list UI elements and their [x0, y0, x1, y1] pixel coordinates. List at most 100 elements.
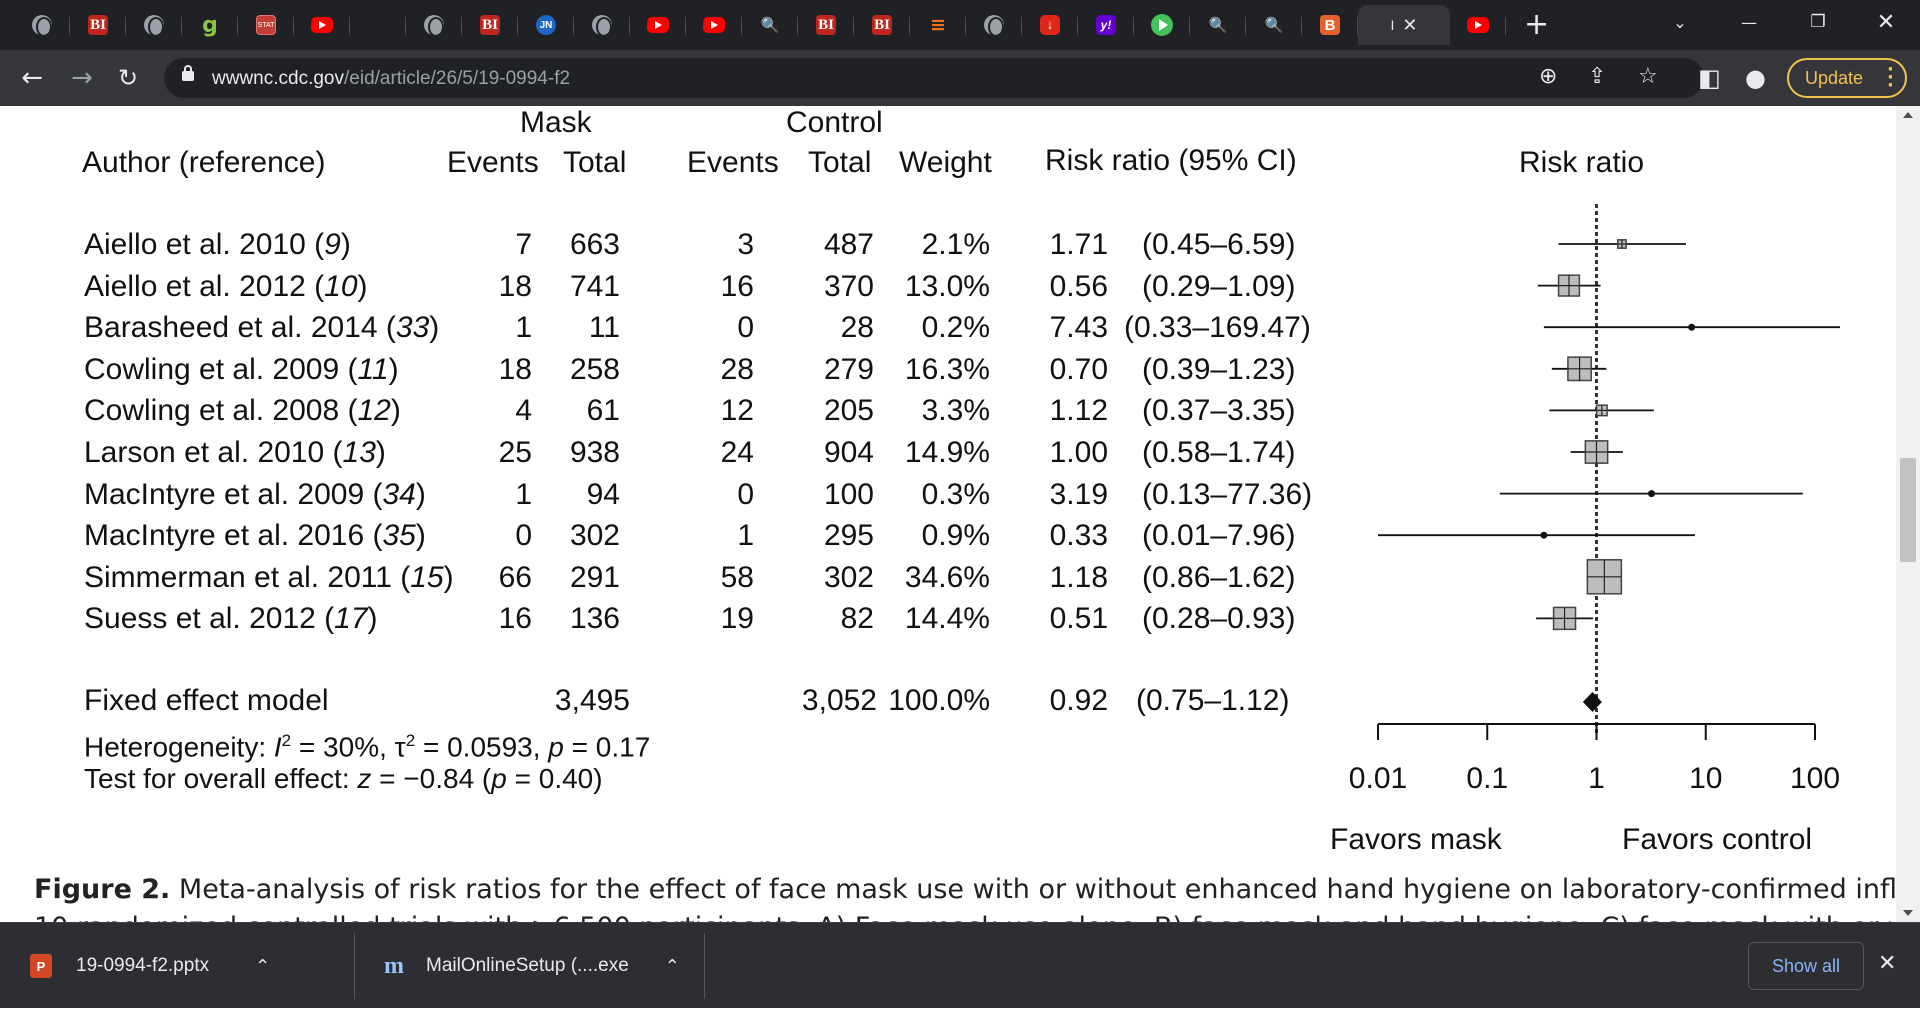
chevron-up-icon[interactable]: ⌃: [255, 955, 271, 977]
browser-tab[interactable]: BI: [798, 5, 854, 45]
download-shelf: P 19-0994-f2.pptx ⌃ m MailOnlineSetup (.…: [0, 922, 1920, 1008]
profile-avatar-icon[interactable]: ●: [1745, 64, 1766, 92]
browser-tab[interactable]: y!: [1078, 5, 1134, 45]
study-c-total: 302: [823, 560, 874, 594]
minimize-icon[interactable]: —: [1741, 12, 1757, 32]
scrollbar-thumb[interactable]: [1900, 458, 1916, 562]
study-m-events: 18: [498, 269, 532, 303]
study-rr: 0.70: [1049, 352, 1108, 386]
new-tab-icon[interactable]: +: [1524, 7, 1550, 42]
update-button[interactable]: Update · · ·: [1787, 58, 1907, 98]
study-rr: 1.71: [1049, 228, 1108, 261]
browser-tab[interactable]: STAT: [238, 5, 294, 45]
study-c-events: 28: [720, 352, 754, 386]
close-shelf-icon[interactable]: ✕: [1878, 951, 1897, 976]
fixed-ci: (0.75–1.12): [1136, 684, 1290, 717]
browser-tab[interactable]: BI: [70, 5, 126, 45]
browser-tab[interactable]: BI: [462, 5, 518, 45]
play-icon: [1151, 14, 1173, 36]
study-c-total: 370: [823, 269, 874, 303]
header-mask-total: Total: [563, 146, 627, 179]
browser-tab[interactable]: [1134, 5, 1190, 45]
browser-tab[interactable]: 🔍: [1190, 5, 1246, 45]
globe-icon: [592, 15, 612, 37]
zoom-icon[interactable]: ⊕: [1539, 64, 1558, 89]
study-rr: 0.56: [1049, 269, 1108, 303]
restore-icon[interactable]: ❐: [1810, 12, 1826, 32]
study-weight: 16.3%: [904, 352, 990, 386]
browser-tab[interactable]: [574, 5, 630, 45]
browser-tab[interactable]: [1450, 5, 1506, 45]
menu-kebab-icon[interactable]: · · ·: [1887, 59, 1894, 96]
browser-tab[interactable]: [126, 5, 182, 45]
study-author: Cowling et al. 2009 (11): [84, 352, 399, 386]
powerpoint-icon: P: [30, 954, 52, 978]
browser-tab[interactable]: [686, 5, 742, 45]
rss-icon: ≡: [930, 14, 946, 36]
business-insider-icon: BI: [480, 15, 500, 35]
browser-toolbar: ← → ↻ wwwnc.cdc.gov/eid/article/26/5/19-…: [0, 50, 1920, 106]
browser-tab[interactable]: ≡: [910, 5, 966, 45]
x-tick-label: 0.1: [1466, 762, 1508, 795]
study-c-total: 82: [840, 602, 874, 636]
study-rr: 0.33: [1049, 519, 1108, 553]
study-m-events: 16: [498, 602, 532, 636]
study-ci: (0.45–6.59): [1142, 228, 1296, 261]
back-icon[interactable]: ←: [21, 63, 43, 93]
show-all-button[interactable]: Show all: [1748, 942, 1864, 990]
browser-tab[interactable]: BI: [854, 5, 910, 45]
study-m-events: 66: [498, 560, 532, 594]
tab-close-icon[interactable]: ✕: [1402, 14, 1418, 36]
tab-strip: BI g STAT BI JN 🔍 BI BI ≡ ↓ y! 🔍 🔍 B I ✕ + ⌄ — ❐ ✕: [0, 0, 1920, 50]
scroll-up-arrow-icon[interactable]: [1903, 112, 1913, 118]
window-close-icon[interactable]: ✕: [1876, 9, 1896, 35]
url-text[interactable]: wwwnc.cdc.gov/eid/article/26/5/19-0994-f…: [212, 68, 571, 89]
share-icon[interactable]: ⇪: [1588, 64, 1607, 89]
forest-plot-chart: 0.01 0.1 1 10 100: [1349, 204, 1840, 795]
download-item-pptx[interactable]: P 19-0994-f2.pptx ⌃: [30, 923, 270, 1009]
lock-icon[interactable]: [182, 65, 194, 81]
browser-tab[interactable]: g: [182, 5, 238, 45]
browser-tab[interactable]: 🔍: [742, 5, 798, 45]
study-weight: 14.9%: [904, 436, 990, 469]
study-ci: (0.29–1.09): [1142, 269, 1296, 303]
address-bar[interactable]: wwwnc.cdc.gov/eid/article/26/5/19-0994-f…: [164, 58, 1704, 98]
study-m-events: 0: [515, 519, 532, 553]
study-weight: 13.0%: [904, 269, 990, 303]
browser-tab[interactable]: [966, 5, 1022, 45]
x-tick-label: 0.01: [1349, 762, 1407, 795]
yahoo-icon: y!: [1096, 15, 1116, 35]
browser-tab[interactable]: [294, 5, 350, 45]
reload-icon[interactable]: ↻: [117, 64, 139, 92]
browser-tab[interactable]: ↓: [1022, 5, 1078, 45]
browser-tab[interactable]: [350, 5, 406, 45]
browser-tab[interactable]: 🔍: [1246, 5, 1302, 45]
browser-tab[interactable]: JN: [518, 5, 574, 45]
scroll-down-arrow-icon[interactable]: [1903, 910, 1913, 916]
browser-tab[interactable]: [406, 5, 462, 45]
browser-tab[interactable]: [630, 5, 686, 45]
youtube-icon: [311, 17, 333, 33]
forward-icon[interactable]: →: [71, 63, 93, 93]
search-icon: 🔍: [760, 16, 780, 34]
study-author: Aiello et al. 2012 (10): [84, 269, 368, 303]
globe-icon: [32, 15, 52, 37]
page-scrollbar[interactable]: [1896, 106, 1920, 922]
chevron-up-icon[interactable]: ⌃: [664, 955, 680, 977]
side-panel-icon[interactable]: ◧: [1698, 64, 1721, 92]
header-rr-ci: Risk ratio (95% CI): [1045, 144, 1297, 177]
bookmark-star-icon[interactable]: ☆: [1638, 64, 1658, 89]
study-author: Larson et al. 2010 (13): [84, 436, 386, 469]
study-m-total: 302: [569, 519, 620, 553]
browser-tab[interactable]: [14, 5, 70, 45]
study-c-events: 3: [737, 228, 754, 261]
study-m-total: 663: [569, 228, 620, 261]
browser-tab[interactable]: B: [1302, 5, 1358, 45]
download-item-exe[interactable]: m MailOnlineSetup (....exe ⌃: [384, 923, 680, 1009]
study-ci: (0.86–1.62): [1142, 560, 1296, 594]
download-filename: 19-0994-f2.pptx: [76, 955, 210, 976]
active-tab[interactable]: I ✕: [1358, 5, 1450, 45]
study-m-total: 258: [569, 352, 620, 386]
tab-search-icon[interactable]: ⌄: [1673, 12, 1687, 32]
study-c-total: 295: [823, 519, 874, 553]
